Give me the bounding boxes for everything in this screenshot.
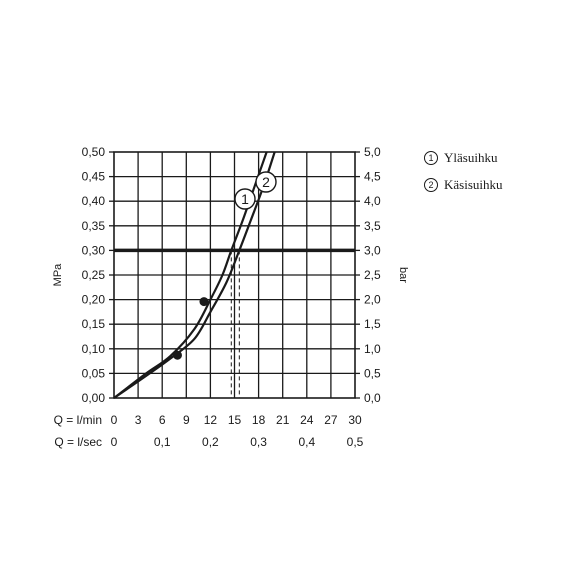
x-axis-label-lmin: Q = l/min: [54, 413, 102, 427]
y-axis-title-right: bar: [397, 267, 409, 283]
x-tick-label-lmin: 6: [159, 413, 166, 427]
left-tick-label: 0,05: [82, 366, 106, 380]
curve-marker-label-1: 1: [241, 191, 249, 207]
x-tick-label-lsec: 0,1: [154, 435, 171, 449]
right-tick-label: 1,5: [364, 317, 381, 331]
x-tick-label-lmin: 12: [204, 413, 218, 427]
x-tick-label-lsec: 0: [111, 435, 118, 449]
x-tick-label-lmin: 24: [300, 413, 314, 427]
left-tick-label: 0,40: [82, 194, 106, 208]
x-tick-label-lmin: 9: [183, 413, 190, 427]
legend-item-2: 2 Käsisuihku: [424, 177, 503, 193]
right-tick-label: 2,0: [364, 293, 381, 307]
left-tick-label: 0,20: [82, 293, 106, 307]
legend-label-1: Yläsuihku: [444, 150, 498, 165]
right-tick-label: 1,0: [364, 342, 381, 356]
x-tick-label-lsec: 0,4: [298, 435, 315, 449]
right-tick-label: 0,5: [364, 366, 381, 380]
x-tick-label-lmin: 27: [324, 413, 338, 427]
x-tick-label-lsec: 0,3: [250, 435, 267, 449]
curve-marker-circle-1: [234, 188, 256, 210]
series-curve-2: [113, 151, 276, 399]
right-tick-label: 4,5: [364, 170, 381, 184]
right-tick-label: 3,0: [364, 243, 381, 257]
x-tick-label-lmin: 15: [228, 413, 242, 427]
series-dot-2: [172, 350, 182, 360]
left-tick-label: 0,00: [82, 391, 106, 405]
left-tick-label: 0,10: [82, 342, 106, 356]
x-tick-label-lmin: 3: [135, 413, 142, 427]
series-dot-1: [199, 297, 209, 307]
curve-marker-circle-2: [255, 171, 277, 193]
legend-marker-1: 1: [424, 151, 438, 165]
x-tick-label-lsec: 0,5: [347, 435, 364, 449]
left-tick-label: 0,45: [82, 170, 106, 184]
curve-marker-label-2: 2: [262, 174, 270, 190]
right-tick-label: 0,0: [364, 391, 381, 405]
legend-marker-2: 2: [424, 178, 438, 192]
x-axis-label-lsec: Q = l/sec: [54, 435, 102, 449]
left-tick-label: 0,35: [82, 219, 106, 233]
x-tick-label-lsec: 0,2: [202, 435, 219, 449]
legend-item-1: 1 Yläsuihku: [424, 150, 497, 166]
right-tick-label: 4,0: [364, 194, 381, 208]
x-tick-label-lmin: 21: [276, 413, 290, 427]
left-tick-label: 0,50: [82, 145, 106, 159]
legend-label-2: Käsisuihku: [444, 177, 503, 192]
left-tick-label: 0,25: [82, 268, 106, 282]
left-tick-label: 0,15: [82, 317, 106, 331]
right-tick-label: 3,5: [364, 219, 381, 233]
y-axis-title-left: MPa: [52, 263, 64, 287]
right-tick-label: 2,5: [364, 268, 381, 282]
left-tick-label: 0,30: [82, 243, 106, 257]
x-tick-label-lmin: 30: [348, 413, 362, 427]
x-tick-label-lmin: 18: [252, 413, 266, 427]
right-tick-label: 5,0: [364, 145, 381, 159]
x-tick-label-lmin: 0: [111, 413, 118, 427]
